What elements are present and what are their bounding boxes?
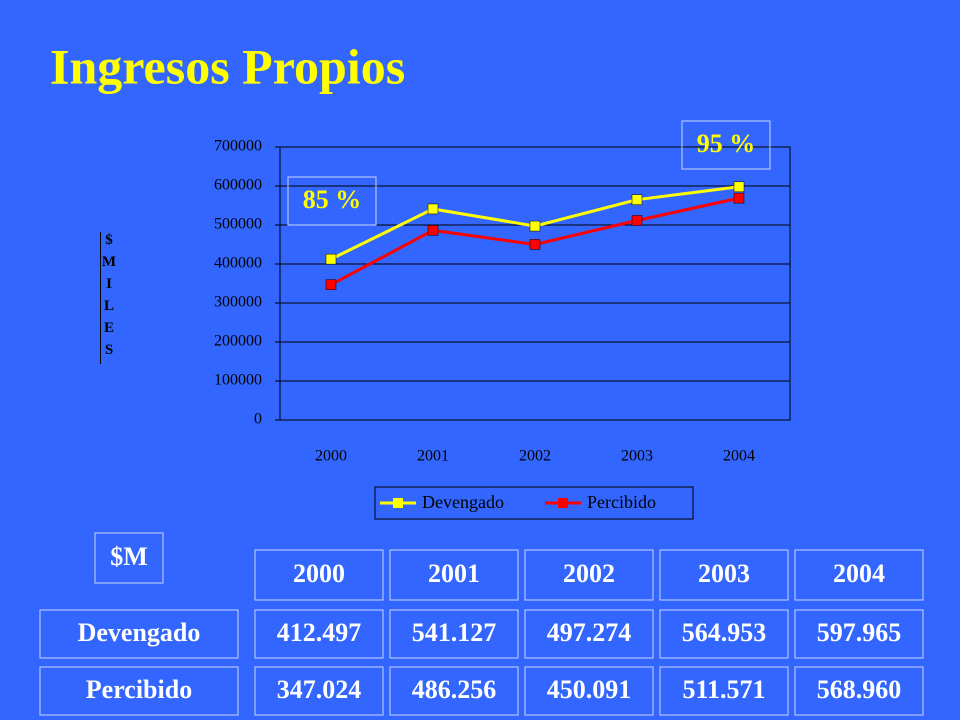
table-cell bbox=[659, 549, 789, 601]
marker bbox=[529, 220, 541, 232]
marker bbox=[325, 253, 337, 265]
marker bbox=[631, 215, 643, 226]
table-cell bbox=[389, 549, 519, 601]
table-cell bbox=[254, 609, 384, 659]
table-cell bbox=[794, 666, 924, 716]
y-tick-label: 600000 bbox=[214, 177, 262, 194]
table-cell bbox=[659, 666, 789, 716]
row-header: Percibido bbox=[86, 675, 192, 704]
table-value: 541.127 bbox=[412, 618, 497, 647]
table-cell bbox=[524, 609, 654, 659]
marker bbox=[631, 194, 643, 205]
y-tick-label: 400000 bbox=[214, 255, 262, 272]
x-tick-label: 2003 bbox=[621, 448, 653, 465]
marker bbox=[325, 279, 337, 290]
column-header: 2004 bbox=[833, 559, 885, 588]
column-header: 2000 bbox=[293, 559, 345, 588]
marker bbox=[529, 239, 541, 250]
table-value: 450.091 bbox=[547, 675, 632, 704]
y-tick-label: 700000 bbox=[214, 138, 262, 155]
y-tick-label: 200000 bbox=[214, 333, 262, 350]
table-value: 511.571 bbox=[682, 675, 765, 704]
table-unit: $M bbox=[110, 542, 148, 571]
y-tick-label: 300000 bbox=[214, 294, 262, 311]
annotation: 95 % bbox=[697, 129, 756, 158]
table-value: 486.256 bbox=[412, 675, 497, 704]
table-cell bbox=[659, 609, 789, 659]
table-value: 564.953 bbox=[682, 618, 767, 647]
y-axis-label: $MILES bbox=[101, 232, 117, 364]
table-value: 597.965 bbox=[817, 618, 902, 647]
x-tick-label: 2004 bbox=[723, 448, 755, 465]
table-cell bbox=[794, 609, 924, 659]
marker bbox=[427, 203, 439, 215]
annotation-box bbox=[681, 120, 771, 170]
annotation: 85 % bbox=[303, 185, 362, 214]
table-cell bbox=[254, 549, 384, 601]
column-header: 2001 bbox=[428, 559, 480, 588]
y-tick-label: 500000 bbox=[214, 216, 262, 233]
table-value: 497.274 bbox=[547, 618, 632, 647]
column-header: 2003 bbox=[698, 559, 750, 588]
x-tick-label: 2002 bbox=[519, 448, 551, 465]
annotation-box bbox=[287, 176, 377, 226]
marker bbox=[427, 225, 439, 236]
plot-frame bbox=[279, 146, 791, 421]
table-cell bbox=[94, 532, 164, 584]
table-value: 412.497 bbox=[277, 618, 362, 647]
table-cell bbox=[524, 549, 654, 601]
table-cell bbox=[524, 666, 654, 716]
row-header: Devengado bbox=[78, 618, 201, 647]
table-cell bbox=[389, 666, 519, 716]
legend-label: Percibido bbox=[587, 492, 656, 512]
table-value: 568.960 bbox=[817, 675, 902, 704]
legend-box bbox=[374, 486, 694, 520]
slide-title: Ingresos Propios bbox=[50, 38, 405, 94]
marker bbox=[733, 181, 745, 193]
table-cell bbox=[389, 609, 519, 659]
column-header: 2002 bbox=[563, 559, 615, 588]
table-cell bbox=[39, 609, 239, 659]
legend-marker bbox=[558, 498, 568, 508]
x-tick-label: 2001 bbox=[417, 448, 449, 465]
table-cell bbox=[794, 549, 924, 601]
table-cell bbox=[254, 666, 384, 716]
table-cell bbox=[39, 666, 239, 716]
legend-label: Devengado bbox=[422, 492, 504, 512]
x-tick-label: 2000 bbox=[315, 448, 347, 465]
y-tick-label: 0 bbox=[254, 411, 262, 428]
table-value: 347.024 bbox=[277, 675, 362, 704]
legend-marker bbox=[393, 498, 403, 508]
y-tick-label: 100000 bbox=[214, 372, 262, 389]
marker bbox=[733, 192, 745, 204]
